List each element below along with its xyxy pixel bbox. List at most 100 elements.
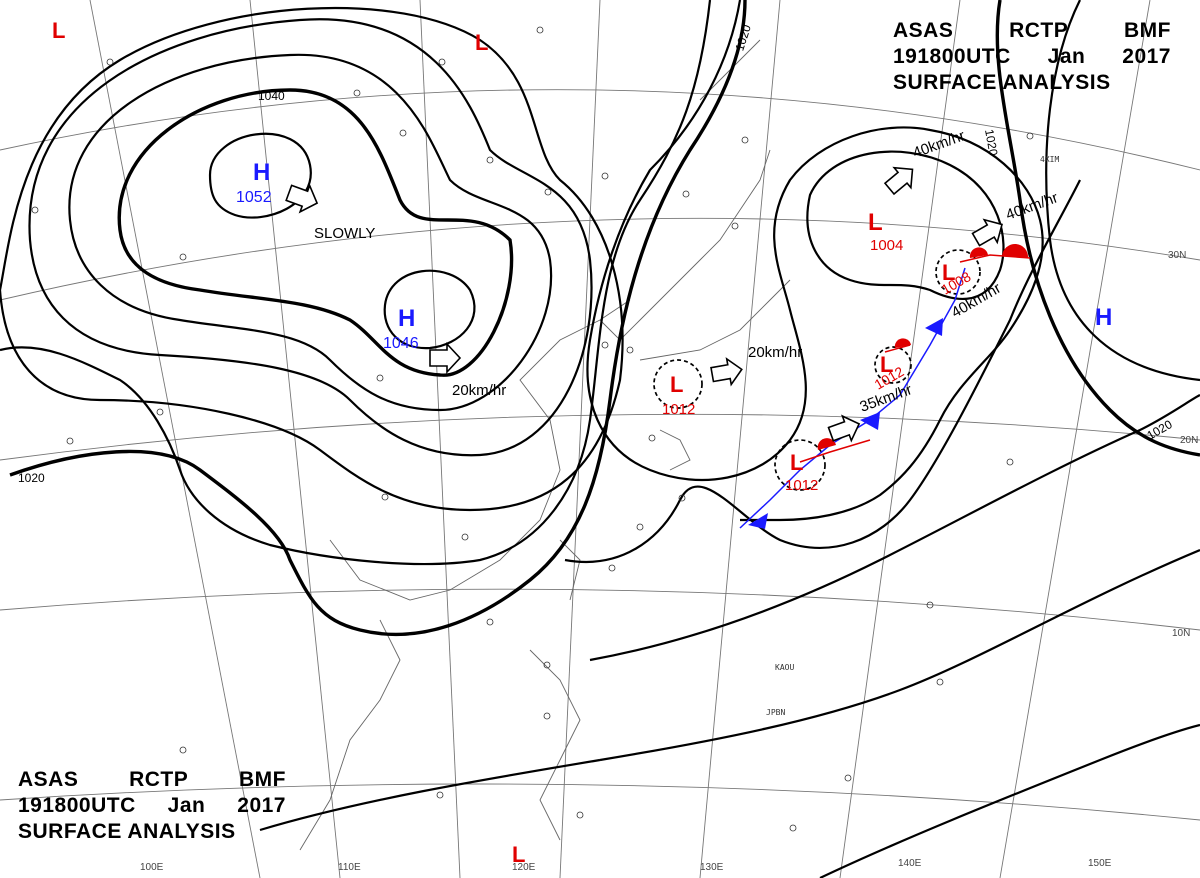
- warm-front-bump: [1002, 243, 1029, 258]
- isobar-label: 1020: [982, 128, 1000, 157]
- low-center: L 1004: [868, 209, 903, 254]
- svg-text:L: L: [670, 372, 683, 397]
- movement-arrow: [971, 218, 1003, 247]
- header-code: BMF: [1124, 19, 1171, 42]
- isobar: [1045, 0, 1200, 382]
- station-label: KAOU: [775, 663, 794, 672]
- header-title: SURFACE ANALYSIS: [893, 71, 1111, 94]
- high-center: H: [1095, 304, 1112, 331]
- header-line-2: 191800UTC Jan 2017: [18, 793, 286, 819]
- svg-text:1004: 1004: [870, 237, 903, 254]
- low-center: L 1012: [662, 372, 695, 418]
- svg-text:L: L: [512, 842, 525, 867]
- cold-front-barb: [925, 318, 943, 336]
- svg-text:L: L: [880, 352, 893, 377]
- station-labels: KAOU JPBN 4XIM: [766, 155, 1059, 717]
- header-month: Jan: [1047, 45, 1086, 68]
- svg-text:1012: 1012: [662, 401, 695, 418]
- cold-front-barb: [748, 513, 768, 529]
- svg-text:L: L: [790, 450, 803, 475]
- lat-label: 30N: [1168, 250, 1186, 261]
- movement-arrows: [285, 166, 1003, 443]
- svg-text:1046: 1046: [383, 335, 419, 352]
- header-month: Jan: [167, 794, 206, 817]
- lat-label: 20N: [1180, 435, 1198, 446]
- header-station: RCTP: [129, 768, 189, 791]
- lon-label: 100E: [140, 862, 164, 873]
- lon-label: 150E: [1088, 858, 1112, 869]
- svg-text:L: L: [868, 209, 883, 236]
- fronts: [739, 243, 1031, 529]
- low-center: L 1012: [785, 450, 818, 494]
- header-line-1: ASAS RCTP BMF: [18, 767, 286, 793]
- header-station: RCTP: [1009, 19, 1069, 42]
- isobar: [819, 723, 1200, 878]
- isobar-label: 1020: [18, 471, 45, 485]
- station-label: 4XIM: [1040, 155, 1059, 164]
- isobar: [0, 6, 624, 512]
- low-center: L: [512, 842, 525, 867]
- header-year: 2017: [1122, 45, 1171, 68]
- svg-text:H: H: [398, 305, 415, 332]
- isobar-1040: [117, 88, 514, 377]
- isobar-1020: [995, 0, 1200, 457]
- isobar: [259, 758, 601, 832]
- svg-text:L: L: [475, 30, 488, 55]
- movement-label: 20km/hr: [452, 382, 506, 399]
- isobar: [0, 0, 712, 566]
- lon-label: 120E: [512, 862, 536, 873]
- svg-text:1012: 1012: [785, 477, 818, 494]
- cold-front-barb: [860, 412, 880, 430]
- high-center: H 1046: [383, 305, 419, 352]
- isobar-1020: [9, 0, 747, 637]
- low-circles: [653, 249, 981, 491]
- warm-front-bump: [969, 247, 988, 258]
- isobar: [383, 269, 476, 350]
- header-code: BMF: [239, 768, 286, 791]
- coastlines: [299, 39, 791, 851]
- high-center: H 1052: [236, 159, 272, 206]
- header-line-2: 191800UTC Jan 2017: [893, 44, 1171, 70]
- lon-label: 130E: [700, 862, 724, 873]
- header-time: 191800UTC: [18, 794, 136, 817]
- movement-arrow: [827, 414, 861, 443]
- header-bottom: ASAS RCTP BMF 191800UTC Jan 2017 SURFACE…: [18, 767, 286, 845]
- movement-arrow: [883, 166, 914, 196]
- svg-text:1052: 1052: [236, 189, 272, 206]
- warm-front-bump: [817, 438, 836, 450]
- warm-front-bump: [894, 338, 911, 348]
- isobar: [599, 548, 1200, 762]
- header-line-1: ASAS RCTP BMF: [893, 18, 1171, 44]
- low-center: L: [52, 18, 65, 43]
- low-center: L 1008: [939, 260, 974, 298]
- isobar: [564, 179, 1081, 563]
- isobar: [806, 150, 1005, 301]
- isobar: [586, 0, 1044, 522]
- svg-text:L: L: [942, 260, 955, 285]
- station-markers: [31, 26, 1034, 832]
- lat-label: 10N: [1172, 628, 1190, 639]
- warm-front: [799, 439, 871, 463]
- station-label: JPBN: [766, 708, 785, 717]
- svg-text:H: H: [253, 159, 270, 186]
- svg-text:L: L: [52, 18, 65, 43]
- movement-arrow: [285, 183, 319, 214]
- header-title: SURFACE ANALYSIS: [18, 820, 236, 843]
- latlon-labels: 30N 20N 10N 100E 110E 120E 130E 140E 150…: [140, 250, 1198, 873]
- header-product: ASAS: [18, 768, 79, 791]
- isobar: [589, 394, 1200, 662]
- movement-label-slowly: SLOWLY: [314, 225, 375, 242]
- header-time: 191800UTC: [893, 45, 1011, 68]
- header-product: ASAS: [893, 19, 954, 42]
- movement-arrow: [710, 357, 743, 387]
- header-year: 2017: [237, 794, 286, 817]
- isobar: [68, 53, 553, 412]
- pressure-centers: H 1052 H 1046 H L 1004 L 1008 L 1012 L 1…: [52, 18, 1112, 867]
- movement-labels: SLOWLY 20km/hr 20km/hr 35km/hr 40km/hr 4…: [314, 127, 1060, 416]
- header-top: ASAS RCTP BMF 191800UTC Jan 2017 SURFACE…: [893, 18, 1171, 96]
- warm-front: [884, 344, 911, 353]
- movement-label: 20km/hr: [748, 344, 802, 361]
